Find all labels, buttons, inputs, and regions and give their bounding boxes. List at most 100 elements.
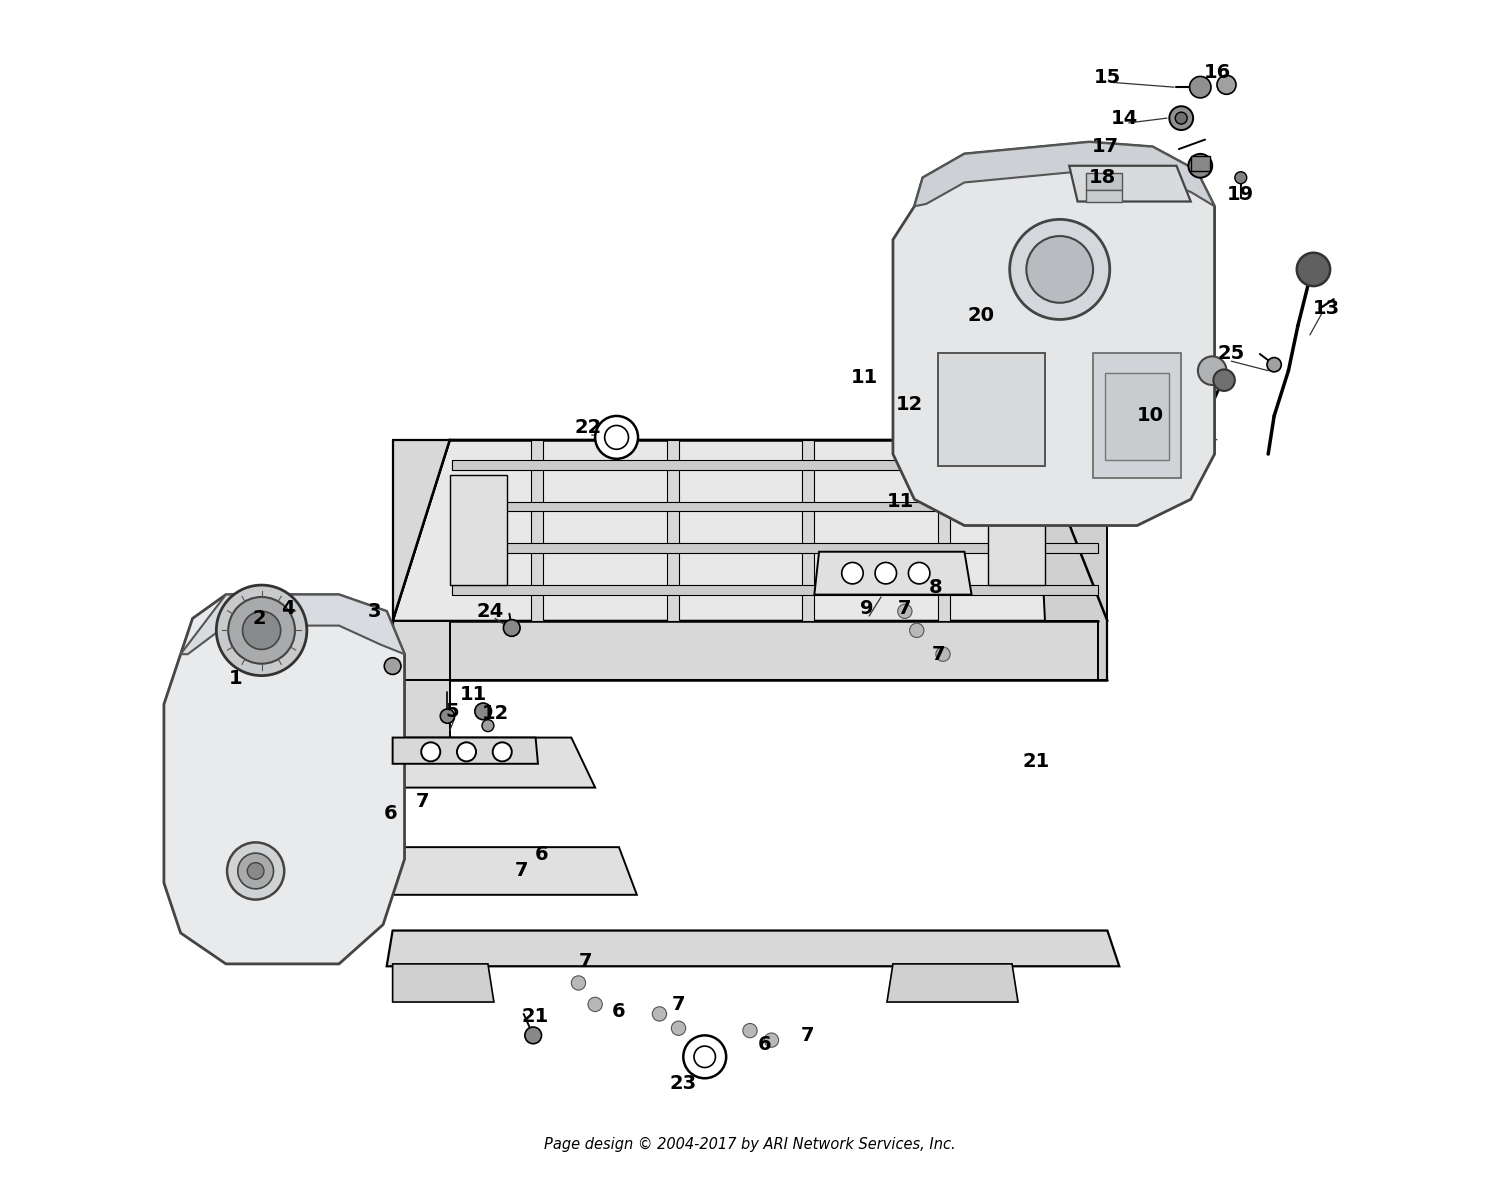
Circle shape <box>243 611 280 650</box>
Circle shape <box>897 604 912 618</box>
Circle shape <box>1026 236 1094 303</box>
Polygon shape <box>393 681 450 740</box>
Text: 18: 18 <box>1089 168 1116 187</box>
Text: Page design © 2004-2017 by ARI Network Services, Inc.: Page design © 2004-2017 by ARI Network S… <box>544 1138 956 1152</box>
Text: 21: 21 <box>1023 752 1050 771</box>
Circle shape <box>384 658 400 675</box>
Text: 17: 17 <box>1092 137 1119 156</box>
Polygon shape <box>531 439 543 621</box>
Text: 13: 13 <box>1312 300 1340 319</box>
Polygon shape <box>1036 439 1107 681</box>
Polygon shape <box>393 738 538 764</box>
Circle shape <box>458 743 476 762</box>
Circle shape <box>1188 154 1212 178</box>
Text: 5: 5 <box>446 702 459 721</box>
Text: 1: 1 <box>228 669 242 688</box>
Polygon shape <box>393 621 1098 681</box>
Polygon shape <box>1070 166 1191 202</box>
Polygon shape <box>393 848 638 894</box>
Text: 6: 6 <box>384 805 398 824</box>
Circle shape <box>228 597 296 664</box>
Circle shape <box>874 562 897 584</box>
Bar <box>1191 156 1210 171</box>
Text: 7: 7 <box>672 995 686 1014</box>
Circle shape <box>765 1033 778 1047</box>
Polygon shape <box>938 352 1046 466</box>
Polygon shape <box>815 552 972 595</box>
Polygon shape <box>393 439 450 681</box>
Text: 14: 14 <box>1110 109 1137 128</box>
Text: 7: 7 <box>898 599 912 618</box>
Text: 16: 16 <box>1203 63 1230 82</box>
Circle shape <box>238 853 273 888</box>
Circle shape <box>1268 357 1281 371</box>
Text: 7: 7 <box>416 793 429 812</box>
Text: 22: 22 <box>574 418 602 437</box>
Circle shape <box>216 585 308 676</box>
Text: 12: 12 <box>482 704 508 724</box>
Text: 21: 21 <box>522 1007 549 1026</box>
Circle shape <box>1198 356 1227 384</box>
Circle shape <box>422 743 441 762</box>
Polygon shape <box>452 501 1098 511</box>
Bar <box>1086 190 1122 202</box>
Circle shape <box>588 997 603 1011</box>
Polygon shape <box>452 460 1098 469</box>
Text: 3: 3 <box>368 602 381 621</box>
Text: 7: 7 <box>514 862 528 880</box>
Text: 11: 11 <box>460 685 488 704</box>
Polygon shape <box>393 964 494 1002</box>
Polygon shape <box>393 738 596 788</box>
Text: 8: 8 <box>928 578 942 597</box>
Circle shape <box>226 843 284 899</box>
Text: 6: 6 <box>612 1002 626 1021</box>
Text: 11: 11 <box>850 368 877 387</box>
Circle shape <box>1216 75 1236 94</box>
Text: 15: 15 <box>1094 68 1120 87</box>
Polygon shape <box>164 595 405 964</box>
Polygon shape <box>393 439 1098 621</box>
Circle shape <box>596 416 638 458</box>
Polygon shape <box>450 475 507 585</box>
Circle shape <box>492 743 512 762</box>
Polygon shape <box>915 142 1215 207</box>
Bar <box>1086 173 1122 190</box>
Text: 6: 6 <box>758 1035 771 1054</box>
Text: 4: 4 <box>280 599 294 618</box>
Circle shape <box>909 623 924 638</box>
Circle shape <box>742 1023 758 1038</box>
Polygon shape <box>387 930 1119 966</box>
Circle shape <box>842 562 862 584</box>
Polygon shape <box>1094 352 1180 478</box>
Text: 19: 19 <box>1227 185 1254 204</box>
Circle shape <box>604 425 628 449</box>
Text: 7: 7 <box>579 952 592 971</box>
Polygon shape <box>886 964 1019 1002</box>
Text: 11: 11 <box>886 492 914 511</box>
Polygon shape <box>666 439 678 621</box>
Text: 6: 6 <box>534 845 549 863</box>
Text: 9: 9 <box>859 599 873 618</box>
Polygon shape <box>180 595 405 654</box>
Circle shape <box>476 703 492 720</box>
Circle shape <box>1176 112 1186 124</box>
Circle shape <box>572 975 585 990</box>
Text: ARI: ARI <box>654 548 846 646</box>
Circle shape <box>482 720 494 732</box>
Text: 12: 12 <box>896 394 922 413</box>
Circle shape <box>1190 76 1210 98</box>
Circle shape <box>694 1046 715 1067</box>
Polygon shape <box>452 543 1098 553</box>
Circle shape <box>1170 106 1192 130</box>
Polygon shape <box>452 585 1098 595</box>
Circle shape <box>909 562 930 584</box>
Circle shape <box>936 647 950 661</box>
Text: 20: 20 <box>968 307 994 326</box>
Circle shape <box>1010 220 1110 320</box>
Text: 2: 2 <box>252 609 266 628</box>
Circle shape <box>504 620 520 636</box>
Circle shape <box>1298 253 1330 287</box>
Polygon shape <box>892 142 1215 525</box>
Text: 25: 25 <box>1218 345 1245 363</box>
Circle shape <box>672 1021 686 1035</box>
